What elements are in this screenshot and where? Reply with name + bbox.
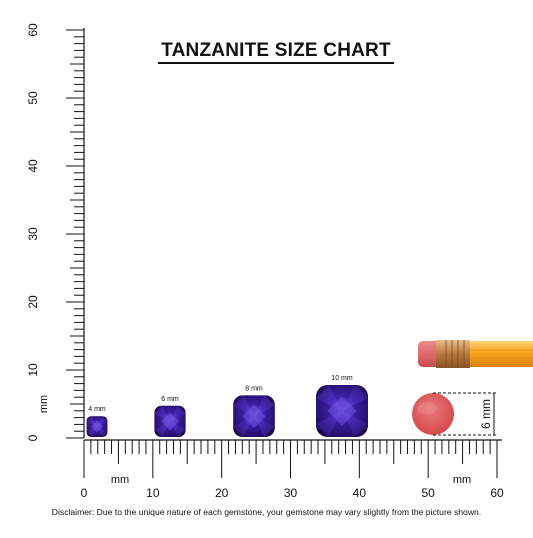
- gem-facet: [329, 385, 355, 411]
- gem-facet: [162, 405, 178, 422]
- gem-icon: [86, 416, 108, 437]
- horizontal-tick-label: 40: [353, 486, 367, 500]
- page-title: TANZANITE SIZE CHART: [161, 40, 391, 61]
- gem-facet: [162, 421, 178, 437]
- gem-body: [154, 405, 186, 437]
- horizontal-ruler: 0 10 20 30 40 50 60 mm mm: [81, 439, 504, 500]
- gem-table: [327, 396, 357, 426]
- vertical-tick-label: 50: [26, 91, 40, 105]
- gem-body: [316, 385, 368, 437]
- gem-size-label: 8 mm: [245, 385, 263, 392]
- gem-facet: [86, 426, 97, 437]
- gem-size-label: 10 mm: [331, 375, 353, 382]
- eraser-dimension: [433, 392, 496, 436]
- eraser-icon: [412, 393, 454, 435]
- horizontal-unit-label: mm: [111, 474, 129, 486]
- disclaimer-text: Disclaimer: Due to the unique nature of …: [51, 507, 482, 517]
- horizontal-tick-label: 10: [146, 486, 160, 500]
- gem-facet: [233, 405, 254, 427]
- gem-facet: [154, 405, 170, 422]
- gem-facet: [243, 416, 265, 437]
- gem-facet: [170, 413, 186, 430]
- horizontal-tick-label: 0: [81, 486, 88, 500]
- vertical-tick-label: 30: [26, 227, 40, 241]
- gem-facet: [97, 421, 108, 432]
- gem-facet: [243, 395, 265, 417]
- gem-facet: [233, 395, 254, 417]
- gem-body: [233, 395, 275, 437]
- gem-facet: [316, 385, 342, 411]
- gem-row: 4 mm 6 mm 8 mm 10 mm: [86, 375, 368, 437]
- gem-facet: [154, 421, 170, 437]
- vertical-tick-label: 40: [26, 159, 40, 173]
- horizontal-tick-label: 50: [421, 486, 435, 500]
- gem-facet: [86, 416, 97, 427]
- gem-facet: [342, 411, 368, 437]
- gem-facet: [233, 416, 254, 437]
- gem-table: [91, 420, 103, 433]
- horizontal-tick-label: 30: [284, 486, 298, 500]
- vertical-tick-label: 0: [26, 434, 40, 441]
- vertical-tick-label: 10: [26, 363, 40, 377]
- gem-facet: [254, 395, 275, 417]
- horizontal-tick-label: 60: [490, 486, 504, 500]
- eraser-dimension-label: 6 mm: [479, 399, 493, 429]
- vertical-unit-label: mm: [38, 395, 50, 413]
- gem-facet: [254, 416, 275, 437]
- horizontal-unit-label: mm: [453, 474, 471, 486]
- vertical-tick-label: 20: [26, 295, 40, 309]
- gem-facet: [91, 416, 103, 427]
- gem-facet: [170, 421, 186, 437]
- gem-facet: [97, 416, 108, 427]
- gem-icon: [233, 395, 275, 437]
- gem-facet: [342, 385, 368, 411]
- gem-facet: [86, 421, 97, 432]
- title-underline: [158, 62, 394, 64]
- gem-body: [86, 416, 108, 437]
- vertical-ruler: 0 10 20 30 40 50 60 mm: [26, 23, 85, 441]
- gem-facet: [91, 426, 103, 437]
- gem-facet: [254, 405, 275, 427]
- gem-facet: [329, 411, 355, 437]
- gem-icon: [154, 405, 186, 437]
- gem-size-label: 6 mm: [161, 396, 179, 403]
- horizontal-tick-label: 20: [215, 486, 229, 500]
- pencil-icon: [418, 340, 533, 368]
- gem-facet: [342, 398, 368, 424]
- gem-facet: [154, 413, 170, 430]
- gem-size-label: 4 mm: [88, 406, 106, 413]
- gem-facet: [97, 426, 108, 437]
- gem-icon: [316, 385, 368, 437]
- gem-facet: [316, 411, 342, 437]
- vertical-tick-label: 60: [26, 23, 40, 37]
- gem-facet: [316, 398, 342, 424]
- gem-facet: [170, 405, 186, 422]
